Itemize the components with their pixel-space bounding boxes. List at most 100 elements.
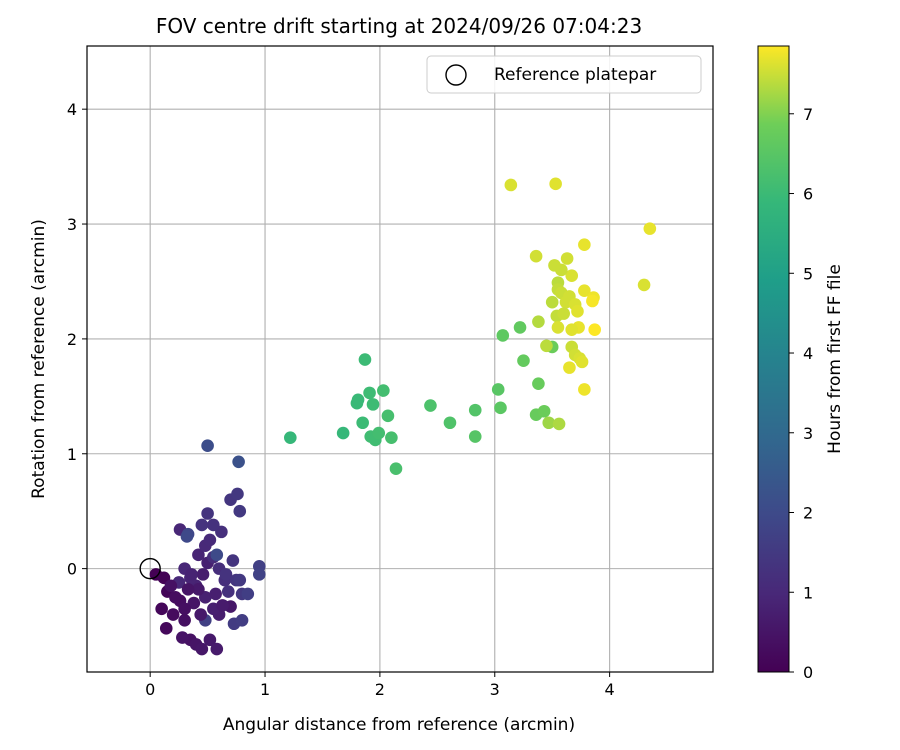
data-point (366, 398, 380, 411)
data-point (252, 568, 266, 581)
data-point (231, 487, 244, 501)
data-point (233, 504, 247, 518)
data-point (586, 294, 599, 308)
data-point (565, 269, 579, 283)
data-point (565, 323, 579, 337)
data-point (532, 315, 545, 328)
data-point (209, 587, 222, 601)
x-axis-ticks: 0 1 2 3 4 (145, 672, 615, 699)
data-point (201, 439, 214, 453)
data-point (637, 278, 651, 292)
x-tick-label: 1 (260, 680, 270, 699)
data-point (563, 361, 576, 374)
x-tick-label: 4 (605, 680, 615, 699)
data-point (226, 554, 240, 567)
data-point (496, 329, 510, 342)
data-point (181, 582, 195, 596)
y-tick-label: 2 (67, 330, 77, 349)
data-point (195, 642, 209, 656)
data-point (494, 401, 507, 415)
data-point (578, 238, 591, 252)
data-point (542, 416, 556, 430)
data-point (578, 284, 591, 297)
colorbar-tick-label: 5 (803, 264, 813, 283)
data-point (358, 353, 372, 366)
reference-marker (139, 557, 161, 580)
y-axis-ticks: 0 1 2 3 4 (67, 100, 87, 579)
legend-box (426, 55, 702, 94)
reference-platepar-marker (139, 557, 161, 580)
colorbar-label: Hours from first FF file (825, 264, 845, 454)
x-tick-label: 3 (490, 680, 500, 699)
chart-title: FOV centre drift starting at 2024/09/26 … (156, 14, 642, 38)
colorbar-tick-label: 4 (803, 344, 813, 363)
data-point (377, 384, 390, 397)
data-point (468, 430, 482, 443)
y-tick-label: 0 (67, 560, 77, 579)
data-point (159, 622, 173, 635)
data-point (557, 307, 570, 320)
colorbar-ticks: 0 1 2 3 4 5 6 7 (789, 105, 813, 682)
data-point (232, 455, 245, 469)
data-point (363, 386, 376, 400)
data-points (149, 177, 657, 656)
data-point (284, 431, 297, 444)
data-point (351, 393, 365, 407)
data-point (504, 178, 518, 192)
y-tick-label: 1 (67, 445, 77, 464)
legend-reference-marker (445, 64, 467, 86)
data-point (551, 321, 565, 334)
data-point (424, 399, 437, 412)
data-point (194, 608, 208, 621)
data-point (176, 631, 189, 644)
data-point (210, 642, 224, 656)
data-point (210, 548, 224, 562)
data-point (540, 339, 553, 353)
data-point (588, 323, 601, 337)
data-point (513, 321, 527, 334)
data-point (578, 383, 591, 396)
data-point (389, 462, 403, 475)
data-point (443, 416, 457, 430)
data-point (178, 602, 191, 616)
data-point (196, 568, 210, 581)
colorbar: 0 1 2 3 4 5 6 7 Hours from first FF file (757, 45, 845, 682)
data-point (381, 409, 395, 423)
data-point (643, 222, 657, 235)
data-point (203, 533, 217, 547)
data-point (545, 295, 559, 309)
colorbar-tick-label: 0 (803, 663, 813, 682)
x-axis-label: Angular distance from reference (arcmin) (223, 715, 575, 735)
data-point (549, 177, 562, 191)
data-point (180, 530, 194, 543)
legend-reference-label: Reference platepar (494, 65, 656, 85)
data-point (555, 263, 568, 277)
data-point (207, 518, 220, 532)
data-point (216, 599, 229, 612)
colorbar-tick-label: 1 (803, 583, 813, 602)
y-axis-label: Rotation from reference (arcmin) (29, 219, 49, 499)
data-point (192, 582, 205, 596)
data-point (560, 252, 574, 265)
data-point (575, 355, 589, 369)
x-tick-label: 2 (375, 680, 385, 699)
data-point (552, 417, 566, 431)
data-point (155, 602, 168, 616)
data-point (517, 354, 530, 368)
colorbar-tick-label: 3 (803, 424, 813, 443)
data-point (169, 591, 182, 604)
legend: Reference platepar (426, 55, 702, 94)
colorbar-tick-label: 2 (803, 504, 813, 523)
x-tick-label: 0 (145, 680, 155, 699)
data-point (336, 426, 350, 440)
data-point (219, 568, 233, 581)
data-point (529, 249, 543, 263)
data-point (192, 548, 205, 562)
colorbar-gradient (757, 45, 790, 673)
data-point (221, 585, 235, 598)
data-point (195, 518, 209, 532)
data-point (203, 633, 217, 647)
data-point (166, 608, 180, 621)
data-point (178, 614, 191, 627)
